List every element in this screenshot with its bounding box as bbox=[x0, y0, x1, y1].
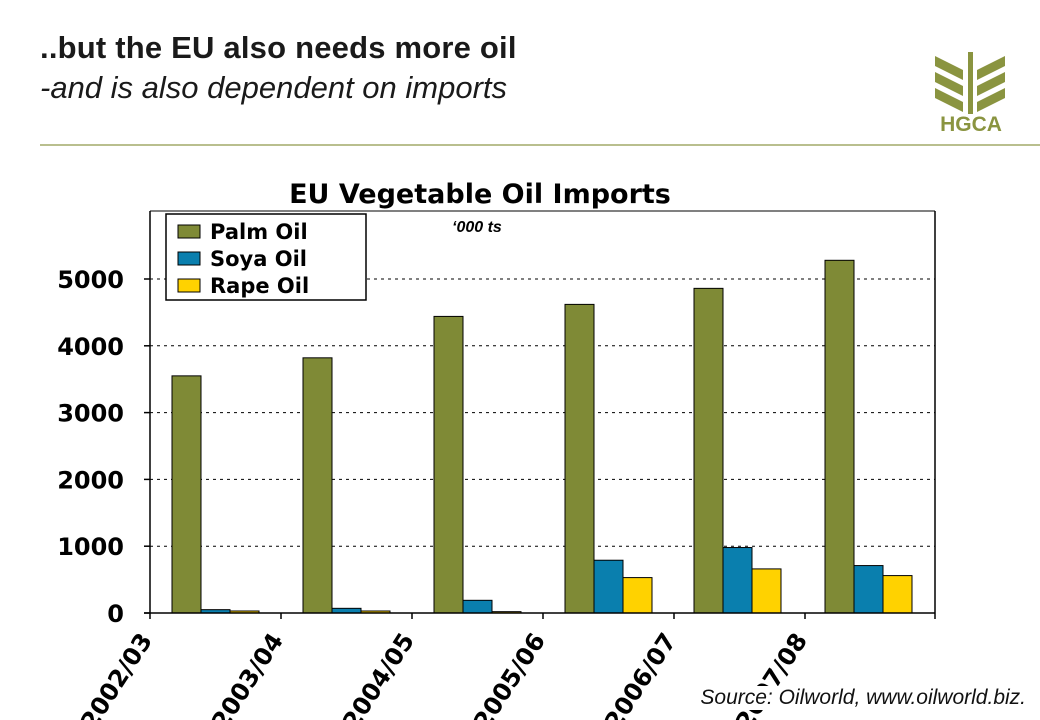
x-tick-label: 2004/05 bbox=[337, 628, 420, 720]
bar-palm-oil bbox=[564, 303, 595, 614]
bar-palm-oil bbox=[171, 375, 202, 614]
y-tick-label: 2000 bbox=[57, 466, 124, 494]
bar-rape-oil bbox=[751, 568, 782, 614]
bar-rape-oil bbox=[882, 575, 913, 614]
x-tick-label: 2006/07 bbox=[599, 628, 682, 720]
legend-swatch bbox=[177, 251, 201, 266]
bar-palm-oil bbox=[693, 287, 724, 614]
unit-label: ‘000 ts bbox=[452, 219, 502, 236]
slide-subtitle: -and is also dependent on imports bbox=[40, 70, 508, 105]
legend-swatch bbox=[177, 224, 201, 239]
x-tick-label: 2003/04 bbox=[206, 628, 289, 720]
y-tick-label: 3000 bbox=[57, 400, 124, 428]
bar-palm-oil bbox=[824, 259, 855, 614]
bar-palm-oil bbox=[433, 315, 464, 614]
y-tick-label: 4000 bbox=[57, 333, 124, 361]
x-tick-label: 2002/03 bbox=[75, 628, 158, 720]
logo-text: HGCA bbox=[940, 113, 1002, 136]
x-tick-label: 2005/06 bbox=[468, 628, 551, 720]
y-tick-label: 1000 bbox=[57, 533, 124, 561]
source-note: Source: Oilworld, www.oilworld.biz. bbox=[696, 686, 1026, 710]
legend-label: Soya Oil bbox=[210, 247, 307, 271]
bar-soya-oil bbox=[722, 547, 753, 614]
bar-palm-oil bbox=[302, 357, 333, 614]
wheat-sheaf-icon bbox=[935, 52, 1005, 114]
legend-label: Rape Oil bbox=[210, 274, 309, 298]
legend-swatch bbox=[177, 278, 201, 293]
chart-title: EU Vegetable Oil Imports bbox=[289, 179, 671, 210]
bar-soya-oil bbox=[593, 559, 624, 614]
slide-title: ..but the EU also needs more oil bbox=[40, 30, 517, 65]
title-divider bbox=[40, 144, 1040, 146]
y-tick-label: 5000 bbox=[57, 266, 124, 294]
legend-label: Palm Oil bbox=[210, 220, 308, 244]
bar-soya-oil bbox=[462, 599, 493, 614]
imports-chart: EU Vegetable Oil Imports ‘000 ts 0 1000 20… bbox=[57, 179, 936, 720]
bar-soya-oil bbox=[853, 565, 884, 614]
bar-rape-oil bbox=[622, 577, 653, 614]
y-tick-label: 0 bbox=[107, 600, 124, 628]
